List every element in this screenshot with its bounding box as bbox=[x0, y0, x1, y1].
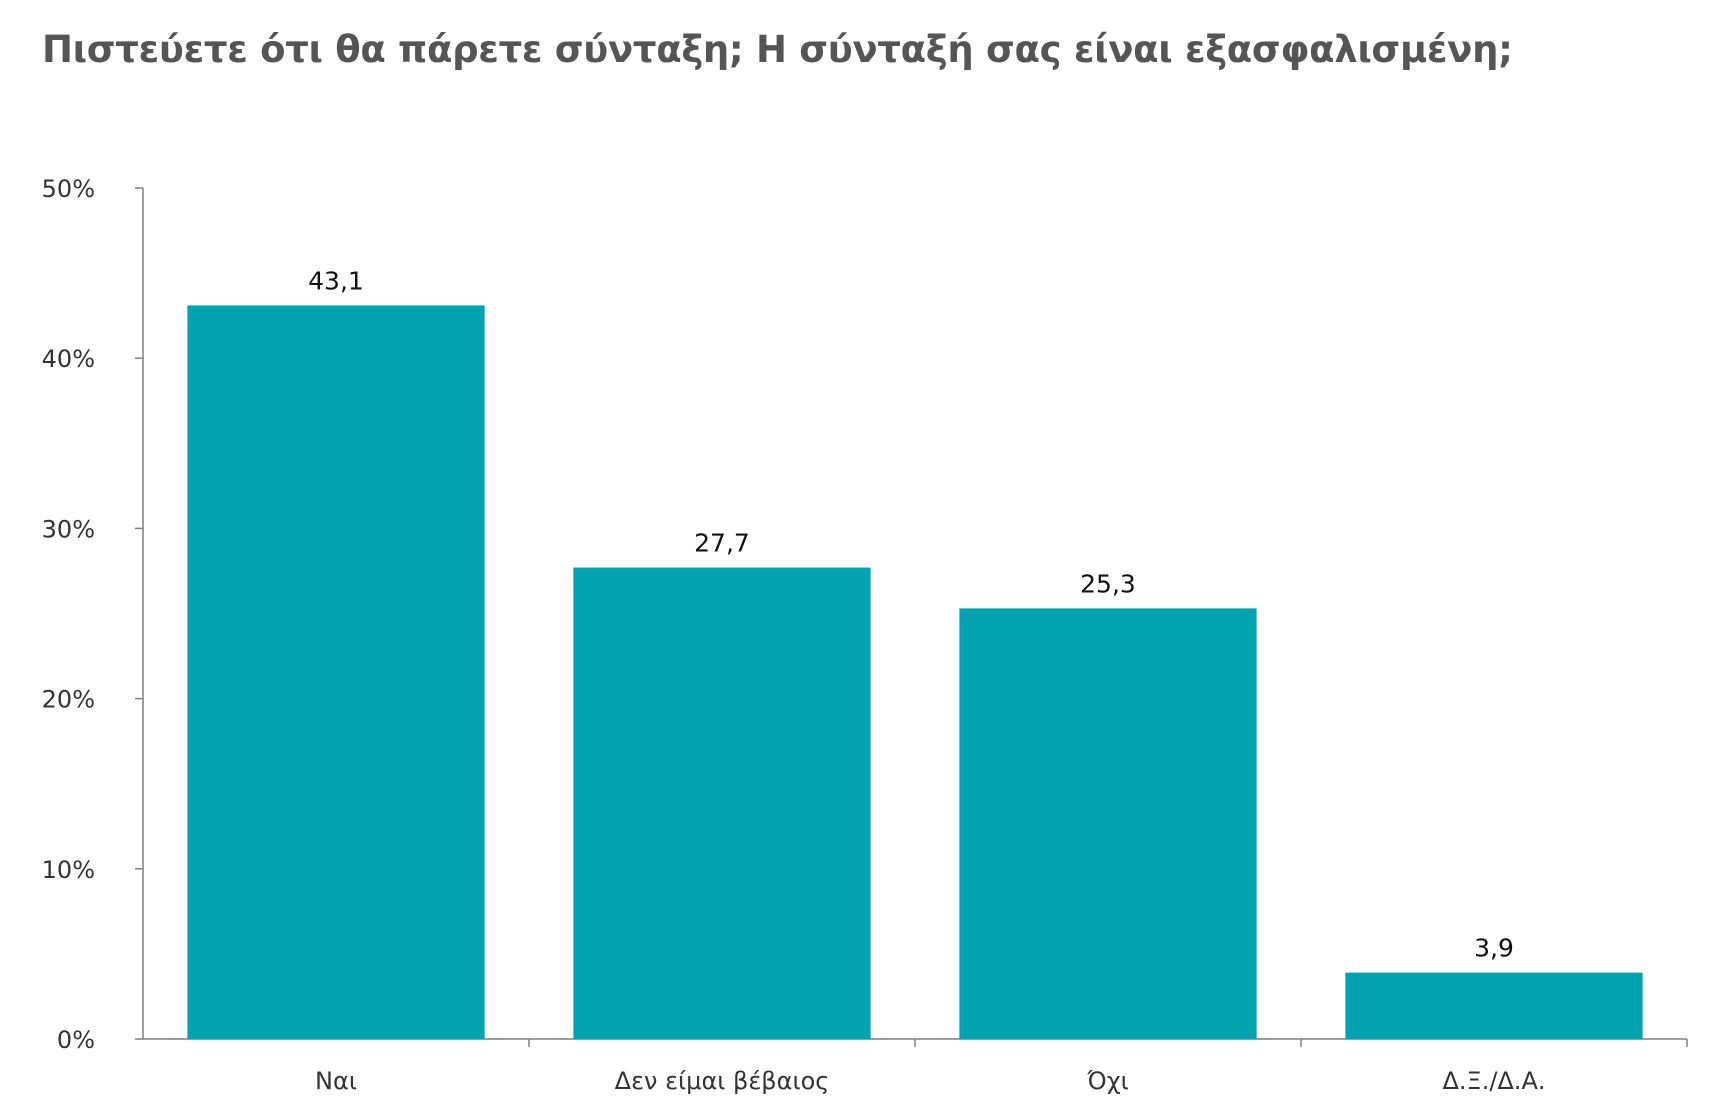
data-label: 27,7 bbox=[694, 529, 750, 558]
bars bbox=[187, 305, 1643, 1039]
data-label: 43,1 bbox=[308, 266, 364, 295]
category-label: Όχι bbox=[1086, 1067, 1128, 1095]
y-tick-label: 0% bbox=[57, 1026, 95, 1054]
chart-title: Πιστεύετε ότι θα πάρετε σύνταξη; Η σύντα… bbox=[42, 28, 1513, 71]
category-label: Δεν είμαι βέβαιος bbox=[615, 1067, 830, 1095]
y-tick-label: 20% bbox=[42, 686, 95, 714]
y-tick-label: 10% bbox=[42, 856, 95, 884]
category-label: Ναι bbox=[315, 1067, 357, 1095]
labels: 43,1 Ναι 27,7 Δεν είμαι βέβαιος 25,3 Όχι 3,9 Δ.… bbox=[308, 266, 1545, 1095]
data-label: 25,3 bbox=[1080, 569, 1136, 598]
bar bbox=[187, 305, 485, 1039]
category-label: Δ.Ξ./Δ.Α. bbox=[1442, 1067, 1545, 1095]
bar bbox=[959, 608, 1257, 1039]
y-tick-label: 40% bbox=[42, 345, 95, 373]
bar bbox=[573, 567, 871, 1039]
y-tick-label: 50% bbox=[42, 175, 95, 203]
data-label: 3,9 bbox=[1474, 934, 1514, 963]
bar bbox=[1345, 972, 1643, 1039]
y-tick-label: 30% bbox=[42, 515, 95, 543]
